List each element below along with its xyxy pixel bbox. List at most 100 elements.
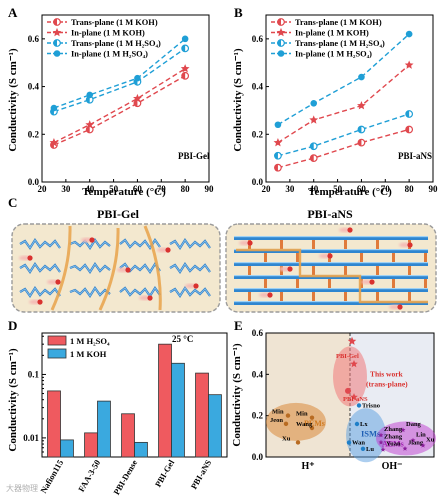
data-point-3-1 (310, 99, 318, 107)
fiber-highlight-2-3 (169, 287, 211, 297)
chart-a-xlabel: Temperature (°C) (82, 186, 166, 198)
series-line-0 (53, 75, 186, 146)
plot-frame (265, 14, 434, 183)
aem-point-3 (410, 437, 416, 443)
category-label-0: Nafion115 (38, 458, 65, 495)
series-line-2 (53, 47, 186, 113)
category-label-2: PBI-Dense (111, 458, 139, 497)
interlayer-pillar-3-5 (424, 279, 427, 288)
interlayer-pillar-3-1 (296, 279, 299, 288)
data-point-0-3-fill (181, 72, 186, 80)
chart-a: 20 30 40 50 60 70 80 90 0.0 0.2 0.4 0.6 Trans-plane … (28, 14, 214, 194)
label-pbians: PBI-aNS (343, 396, 368, 403)
region-label-pems: PEMs (304, 419, 325, 428)
data-point-0-2 (357, 138, 366, 147)
ion-dot-7 (147, 295, 153, 301)
fiber-highlight-2-2 (119, 287, 161, 297)
fiber-highlight-1-2 (119, 263, 161, 273)
fiber-highlight-0-1 (69, 239, 111, 249)
ion-dot-13 (267, 292, 273, 298)
nanosheet-layer-1 (234, 249, 428, 253)
data-point-2-0 (274, 151, 282, 160)
ion-dot-15 (347, 227, 353, 233)
interlayer-pillar-4-3 (344, 292, 347, 301)
y-tick-label: 0.0 (28, 177, 40, 187)
category-label-1: FAA-3-50 (76, 458, 102, 494)
legend-marker-0-fill (277, 18, 281, 26)
data-point-2-2 (357, 125, 366, 134)
data-point-2-3-fill (405, 110, 410, 118)
series-line-1 (53, 68, 186, 144)
pbians-layers (234, 236, 428, 305)
interlayer-pillar-2-5 (408, 266, 411, 275)
aem-label-6: Xu (426, 437, 435, 444)
y-tick-label: 0.6 (28, 34, 40, 44)
chart-d: 0.01 0.1 Nafion115 FAA-3-50 PBI-Dense PBI-Gel… (23, 332, 228, 497)
y-tick-label: 0.01 (23, 433, 39, 443)
bar-1-4 (208, 394, 222, 458)
chart-a-annotation: PBI-Gel (178, 151, 210, 161)
ism-point-1 (354, 421, 360, 427)
data-point-3-2 (134, 74, 141, 82)
x-tick-label: 30 (61, 184, 71, 194)
legend-label-0: Trans-plane (1 M KOH) (71, 18, 158, 27)
data-point-3-0 (50, 104, 58, 112)
bar-0-0 (47, 390, 61, 458)
pem-point-4 (295, 440, 301, 445)
aem-label-5: Yuan (386, 441, 401, 448)
diagram-title-pbians: PBI-aNS (307, 207, 353, 221)
plot-frame (265, 332, 435, 458)
fiber-highlight-1-0 (19, 263, 61, 273)
legend-label-1: In-plane (1 M KOH) (295, 29, 369, 38)
star-pbians (350, 393, 358, 401)
region-pems (266, 402, 326, 441)
bar-1-3 (171, 362, 185, 458)
bar-1-2 (134, 441, 148, 458)
data-point-1-0 (49, 138, 59, 147)
data-point-2-1 (309, 142, 318, 151)
fiber-highlight-2-0 (19, 287, 61, 297)
legend-marker-3 (53, 50, 61, 57)
y-tick-label: 0.6 (252, 328, 264, 338)
data-point-0-0 (274, 163, 282, 172)
pem-label-0: Min (272, 409, 284, 416)
ion-dot-1 (55, 279, 61, 285)
legend-label-3: In-plane (1 M H₂SO₄) (71, 50, 148, 59)
chart-d-ylabel: Conductivity (S cm⁻¹) (7, 348, 19, 452)
series-line-1 (277, 64, 410, 144)
data-point-1-3 (404, 60, 414, 69)
data-point-3-1 (86, 91, 94, 99)
interlayer-pillar-1-1 (296, 253, 299, 262)
chart-b-annotation: PBI-aNS (398, 151, 432, 161)
ion-dot-12 (407, 242, 413, 248)
x-tick-label: 90 (429, 184, 439, 194)
data-point-2-1-fill (310, 142, 314, 150)
ion-dot-6 (37, 299, 43, 305)
nanosheet-highlight-5 (234, 301, 428, 303)
nanosheet-highlight-4 (234, 288, 428, 290)
interlayer-pillar-2-4 (376, 266, 379, 275)
region-label-aems: AEMs (382, 440, 404, 449)
star-pbigel-kas (347, 336, 357, 345)
pbigel-box (11, 223, 221, 313)
ion-path (236, 248, 428, 304)
bar-1-0 (60, 439, 74, 458)
panel-label-a: A (8, 5, 18, 20)
aem-label-0: Dang (406, 421, 422, 428)
data-point-2-3 (181, 44, 190, 53)
chart-d-annotation: 25 °C (172, 334, 193, 344)
interlayer-pillar-4-0 (248, 292, 251, 301)
interlayer-pillar-4-4 (376, 292, 379, 301)
ism-label-3: Lu (366, 446, 374, 453)
legend-swatch-0 (47, 335, 67, 346)
region-aems (376, 421, 436, 456)
ion-dot-5 (193, 283, 199, 289)
aem-point-1 (378, 432, 384, 438)
data-point-0-3 (405, 125, 414, 134)
pem-point-0 (285, 413, 291, 418)
ism-point-2 (346, 440, 352, 445)
pem-label-1: Min (296, 411, 308, 418)
ion-dot-14 (397, 304, 403, 310)
nanosheet-layer-2 (234, 262, 428, 266)
